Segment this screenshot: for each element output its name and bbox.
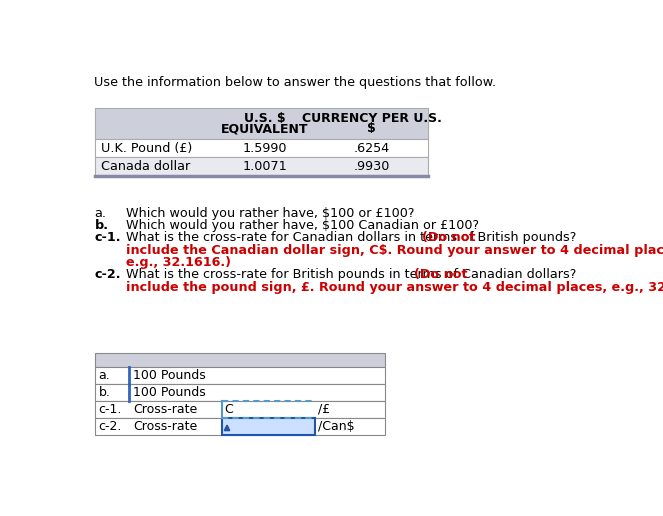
Text: b.: b. xyxy=(95,219,109,232)
Text: .9930: .9930 xyxy=(353,160,390,173)
Text: .6254: .6254 xyxy=(353,142,390,155)
Bar xyxy=(95,139,428,157)
Text: Canada dollar: Canada dollar xyxy=(101,160,190,173)
Text: U.S. $: U.S. $ xyxy=(244,112,286,125)
Text: (Do not: (Do not xyxy=(414,268,467,281)
Bar xyxy=(95,157,428,176)
Text: Which would you rather have, $100 or £100?: Which would you rather have, $100 or £10… xyxy=(125,207,414,220)
Bar xyxy=(222,417,316,434)
Text: c-1.: c-1. xyxy=(98,402,122,416)
Text: CURRENCY PER U.S.: CURRENCY PER U.S. xyxy=(302,112,442,125)
Text: a.: a. xyxy=(98,369,110,382)
Text: What is the cross-rate for British pounds in terms of Canadian dollars?: What is the cross-rate for British pound… xyxy=(125,268,580,281)
Text: C: C xyxy=(225,402,233,416)
Text: 1.5990: 1.5990 xyxy=(243,142,287,155)
Text: /£: /£ xyxy=(318,402,331,416)
Text: c-2.: c-2. xyxy=(95,268,121,281)
Text: Cross-rate: Cross-rate xyxy=(133,420,198,432)
Text: 100 Pounds: 100 Pounds xyxy=(133,386,206,399)
Bar xyxy=(95,401,385,417)
Bar xyxy=(95,417,385,434)
Bar xyxy=(95,353,385,367)
Text: What is the cross-rate for Canadian dollars in terms of British pounds?: What is the cross-rate for Canadian doll… xyxy=(125,231,580,244)
Text: b.: b. xyxy=(98,386,110,399)
Text: Use the information below to answer the questions that follow.: Use the information below to answer the … xyxy=(95,76,497,89)
Text: include the Canadian dollar sign, C$. Round your answer to 4 decimal places,: include the Canadian dollar sign, C$. Ro… xyxy=(125,244,663,256)
Text: Cross-rate: Cross-rate xyxy=(133,402,198,416)
Text: 1.0071: 1.0071 xyxy=(243,160,287,173)
Text: (Do not: (Do not xyxy=(422,231,476,244)
Text: U.K. Pound (£): U.K. Pound (£) xyxy=(101,142,192,155)
Text: EQUIVALENT: EQUIVALENT xyxy=(221,122,309,135)
Text: $: $ xyxy=(367,122,376,135)
Bar xyxy=(95,108,428,139)
Text: 100 Pounds: 100 Pounds xyxy=(133,369,206,382)
Text: c-2.: c-2. xyxy=(98,420,122,432)
Text: include the pound sign, £. Round your answer to 4 decimal places, e.g., 32.1616.: include the pound sign, £. Round your an… xyxy=(125,281,663,294)
Text: c-1.: c-1. xyxy=(95,231,121,244)
Bar xyxy=(95,367,385,384)
Text: Which would you rather have, $100 Canadian or £100?: Which would you rather have, $100 Canadi… xyxy=(125,219,479,232)
Text: a.: a. xyxy=(95,207,107,220)
Bar xyxy=(95,384,385,401)
Text: /Can$: /Can$ xyxy=(318,420,355,432)
Text: e.g., 32.1616.): e.g., 32.1616.) xyxy=(125,256,231,269)
